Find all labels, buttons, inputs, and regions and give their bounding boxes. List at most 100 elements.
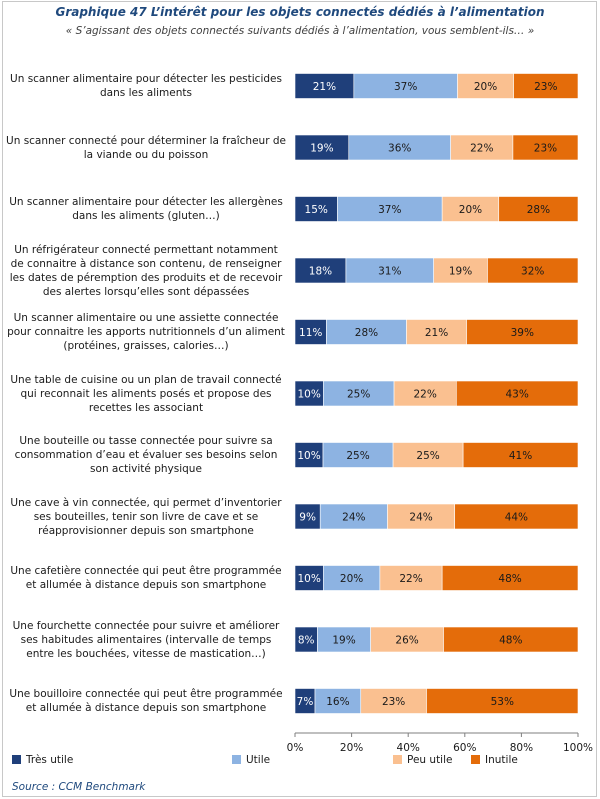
x-tick-label: 80% bbox=[510, 742, 533, 754]
x-tick-label: 60% bbox=[453, 742, 476, 754]
category-label: Une cave à vin connectée, qui permet d’i… bbox=[10, 496, 282, 537]
legend-swatch bbox=[393, 755, 402, 764]
data-label: 10% bbox=[297, 450, 320, 462]
data-label: 32% bbox=[521, 266, 544, 278]
data-label: 53% bbox=[491, 696, 514, 708]
data-label: 25% bbox=[416, 450, 439, 462]
bar-segment bbox=[317, 626, 371, 653]
data-label: 19% bbox=[310, 143, 333, 155]
data-label: 25% bbox=[346, 450, 369, 462]
data-label: 21% bbox=[313, 81, 336, 93]
bar-segment bbox=[345, 257, 434, 284]
category-label: Un réfrigérateur connecté permettant not… bbox=[9, 243, 283, 298]
category-label: Un scanner alimentaire pour détecter les… bbox=[9, 196, 283, 222]
bar-segment bbox=[322, 380, 395, 407]
legend-entry: Utile bbox=[246, 754, 270, 766]
data-label: 23% bbox=[534, 143, 557, 155]
data-label: 10% bbox=[297, 573, 320, 585]
category-label: Une fourchette connectée pour suivre et … bbox=[12, 619, 280, 660]
bar-segment bbox=[393, 380, 457, 407]
data-label: 22% bbox=[414, 389, 437, 401]
data-label: 24% bbox=[409, 512, 432, 524]
bar-segment bbox=[498, 196, 579, 222]
data-label: 23% bbox=[382, 696, 405, 708]
bar-segment bbox=[379, 565, 443, 591]
data-label: 19% bbox=[332, 635, 355, 647]
chart-subtitle: « S’agissant des objets connectés suivan… bbox=[65, 25, 535, 37]
data-label: 37% bbox=[394, 81, 417, 93]
category-label: Un scanner connecté pour déterminer la f… bbox=[6, 134, 286, 161]
legend-entry: Peu utile bbox=[407, 754, 452, 766]
data-label: 20% bbox=[459, 204, 482, 216]
data-label: 28% bbox=[527, 204, 550, 216]
bar-segment bbox=[360, 688, 427, 714]
data-label: 25% bbox=[347, 389, 370, 401]
bar-segment bbox=[348, 134, 451, 161]
bar-segment bbox=[456, 380, 579, 407]
chart-source: Source : CCM Benchmark bbox=[12, 781, 146, 793]
bar-segment bbox=[314, 688, 362, 714]
data-label: 41% bbox=[509, 450, 532, 462]
bar-segment bbox=[466, 319, 579, 345]
bar-segment bbox=[294, 196, 338, 222]
bar-segment bbox=[441, 565, 579, 591]
bar-segment bbox=[294, 134, 350, 161]
bar-segment bbox=[487, 257, 579, 284]
data-label: 19% bbox=[449, 266, 472, 278]
data-label: 7% bbox=[297, 696, 314, 708]
bar-segment bbox=[450, 134, 514, 161]
category-label: Un scanner alimentaire pour détecter les… bbox=[10, 73, 282, 99]
data-label: 9% bbox=[299, 512, 316, 524]
x-tick-label: 0% bbox=[287, 742, 304, 754]
data-label: 23% bbox=[534, 81, 557, 93]
data-label: 24% bbox=[342, 512, 365, 524]
bar-segment bbox=[454, 503, 579, 530]
data-label: 16% bbox=[326, 696, 349, 708]
data-label: 8% bbox=[298, 635, 315, 647]
data-label: 31% bbox=[378, 266, 401, 278]
bar-segment bbox=[426, 688, 579, 714]
legend-swatch bbox=[471, 755, 480, 764]
legend-entry: Très utile bbox=[25, 754, 73, 766]
data-label: 21% bbox=[425, 327, 448, 339]
bar-segment bbox=[322, 442, 394, 468]
bar-segment bbox=[370, 626, 444, 653]
data-label: 36% bbox=[388, 143, 411, 155]
data-label: 20% bbox=[340, 573, 363, 585]
data-label: 48% bbox=[499, 635, 522, 647]
data-label: 22% bbox=[399, 573, 422, 585]
bar-segment bbox=[326, 319, 407, 345]
bar-segment bbox=[462, 442, 579, 468]
data-label: 26% bbox=[395, 635, 418, 647]
data-label: 28% bbox=[355, 327, 378, 339]
data-label: 44% bbox=[505, 512, 528, 524]
category-label: Une cafetière connectée qui peut être pr… bbox=[10, 565, 282, 591]
data-label: 22% bbox=[470, 143, 493, 155]
bar-segment bbox=[294, 73, 355, 99]
data-label: 18% bbox=[309, 266, 332, 278]
bar-segment bbox=[513, 73, 579, 99]
bar-segment bbox=[457, 73, 514, 99]
category-label: Une table de cuisine ou un plan de trava… bbox=[10, 373, 282, 414]
bar-segment bbox=[294, 442, 324, 468]
bar-segment bbox=[353, 73, 458, 99]
x-tick-label: 20% bbox=[340, 742, 363, 754]
data-label: 15% bbox=[305, 204, 328, 216]
x-tick-label: 40% bbox=[397, 742, 420, 754]
data-label: 20% bbox=[474, 81, 497, 93]
bar-segment bbox=[441, 196, 500, 222]
bar-segment bbox=[294, 319, 327, 345]
bar-segment bbox=[294, 380, 324, 407]
bar-segment bbox=[443, 626, 579, 653]
bar-segment bbox=[512, 134, 579, 161]
bar-segment bbox=[433, 257, 488, 284]
data-label: 11% bbox=[299, 327, 322, 339]
chart-title: Graphique 47 L’intérêt pour les objets c… bbox=[55, 5, 545, 19]
bar-segment bbox=[406, 319, 467, 345]
x-tick-label: 100% bbox=[563, 742, 593, 754]
legend-swatch bbox=[232, 755, 241, 764]
data-label: 48% bbox=[498, 573, 521, 585]
data-label: 43% bbox=[505, 389, 528, 401]
legend-swatch bbox=[12, 755, 21, 764]
